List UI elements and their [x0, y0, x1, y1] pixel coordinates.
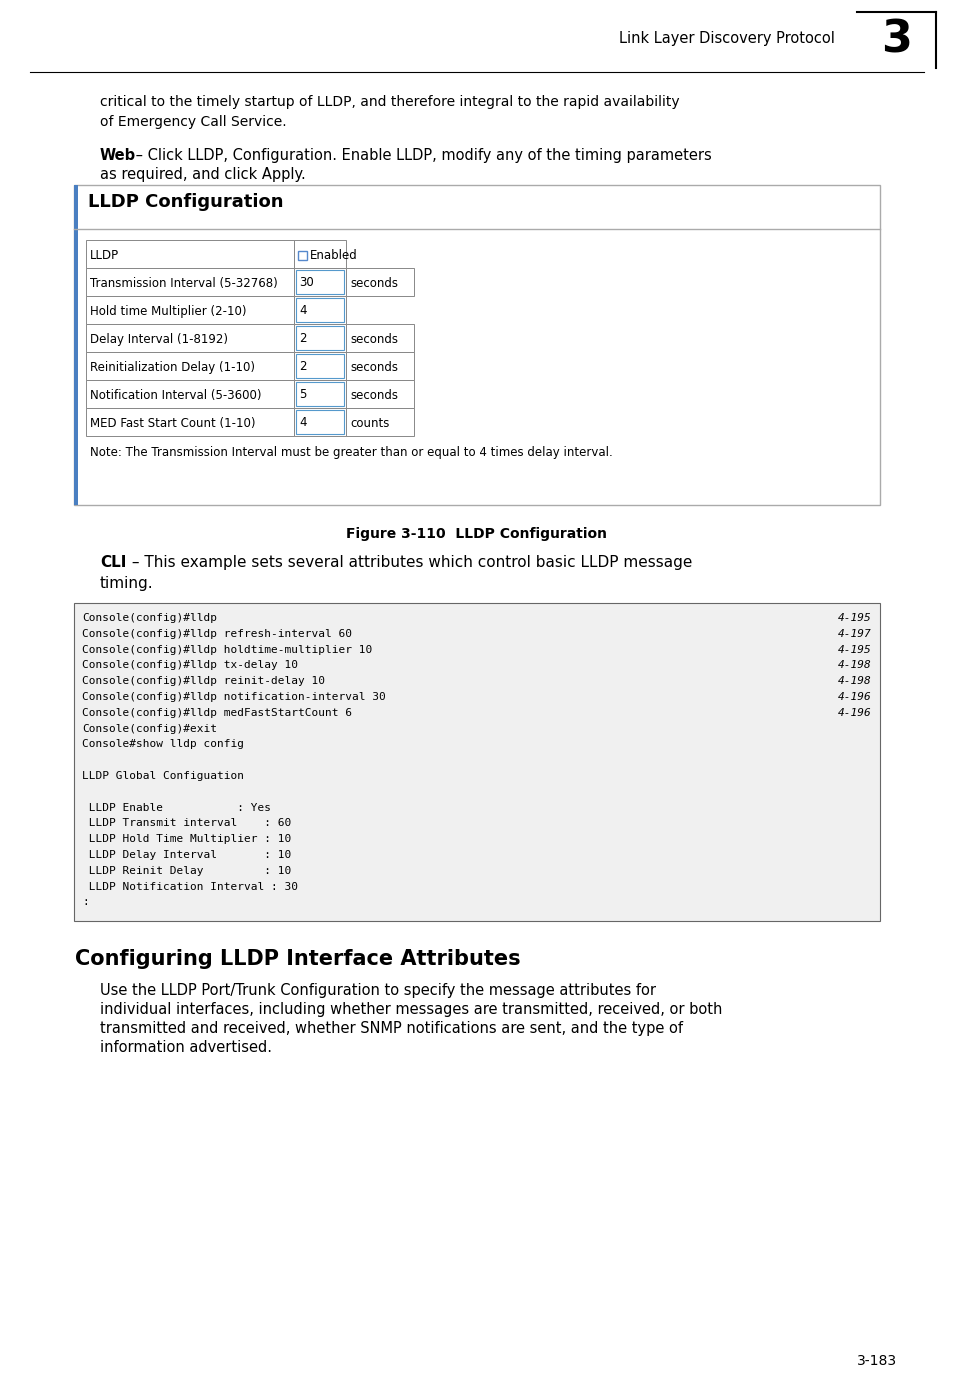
Bar	[86, 408, 294, 436]
Text: LLDP Enable           : Yes: LLDP Enable : Yes	[82, 802, 271, 812]
Bar	[295, 409, 344, 434]
Text: seconds: seconds	[350, 276, 397, 290]
Bar	[346, 353, 414, 380]
Bar	[294, 408, 346, 436]
Text: Notification Interval (5-3600): Notification Interval (5-3600)	[90, 389, 261, 401]
Text: 4-195: 4-195	[838, 644, 871, 655]
Text: individual interfaces, including whether messages are transmitted, received, or : individual interfaces, including whether…	[100, 1002, 721, 1017]
Text: 4-198: 4-198	[838, 661, 871, 670]
Text: Console(config)#lldp reinit-delay 10: Console(config)#lldp reinit-delay 10	[82, 676, 325, 686]
Text: LLDP Reinit Delay         : 10: LLDP Reinit Delay : 10	[82, 866, 291, 876]
Text: CLI: CLI	[100, 555, 126, 570]
Text: LLDP Notification Interval : 30: LLDP Notification Interval : 30	[82, 881, 297, 891]
Text: Configuring LLDP Interface Attributes: Configuring LLDP Interface Attributes	[75, 949, 520, 969]
Text: transmitted and received, whether SNMP notifications are sent, and the type of: transmitted and received, whether SNMP n…	[100, 1022, 682, 1037]
Text: Delay Interval (1-8192): Delay Interval (1-8192)	[90, 333, 228, 346]
Text: Transmission Interval (5-32768): Transmission Interval (5-32768)	[90, 276, 277, 290]
Bar	[295, 298, 344, 322]
Bar	[346, 380, 414, 408]
Bar	[294, 240, 346, 268]
Text: seconds: seconds	[350, 333, 397, 346]
Text: 3-183: 3-183	[856, 1355, 896, 1369]
Text: timing.: timing.	[100, 576, 153, 591]
Text: LLDP Transmit interval    : 60: LLDP Transmit interval : 60	[82, 819, 291, 829]
Text: 4-196: 4-196	[838, 693, 871, 702]
Bar	[294, 353, 346, 380]
Text: LLDP Configuration: LLDP Configuration	[88, 193, 283, 211]
Bar	[86, 323, 294, 353]
Text: – This example sets several attributes which control basic LLDP message: – This example sets several attributes w…	[127, 555, 692, 570]
Bar	[295, 382, 344, 407]
Bar	[86, 240, 294, 268]
Text: 4: 4	[298, 304, 306, 316]
Text: counts: counts	[350, 416, 389, 429]
Bar	[346, 323, 414, 353]
Bar	[294, 268, 346, 296]
Text: 2: 2	[298, 332, 306, 344]
Text: 4-195: 4-195	[838, 613, 871, 623]
Bar	[294, 296, 346, 323]
Text: Figure 3-110  LLDP Configuration: Figure 3-110 LLDP Configuration	[346, 527, 607, 541]
Text: information advertised.: information advertised.	[100, 1040, 272, 1055]
Text: Console(config)#lldp tx-delay 10: Console(config)#lldp tx-delay 10	[82, 661, 297, 670]
Text: critical to the timely startup of LLDP, and therefore integral to the rapid avai: critical to the timely startup of LLDP, …	[100, 94, 679, 110]
Text: LLDP Hold Time Multiplier : 10: LLDP Hold Time Multiplier : 10	[82, 834, 291, 844]
Text: 2: 2	[298, 359, 306, 372]
Bar	[295, 271, 344, 294]
Text: Link Layer Discovery Protocol: Link Layer Discovery Protocol	[618, 31, 834, 46]
Text: Console#show lldp config: Console#show lldp config	[82, 740, 244, 750]
Bar	[295, 326, 344, 350]
Text: seconds: seconds	[350, 361, 397, 373]
Text: 4-198: 4-198	[838, 676, 871, 686]
Text: Hold time Multiplier (2-10): Hold time Multiplier (2-10)	[90, 304, 246, 318]
Text: Console(config)#lldp notification-interval 30: Console(config)#lldp notification-interv…	[82, 693, 385, 702]
Bar	[297, 250, 307, 260]
Text: LLDP Global Configuation: LLDP Global Configuation	[82, 770, 244, 781]
Bar	[346, 408, 414, 436]
Bar	[74, 185, 879, 505]
Text: – Click LLDP, Configuration. Enable LLDP, modify any of the timing parameters: – Click LLDP, Configuration. Enable LLDP…	[131, 149, 711, 162]
Bar	[86, 353, 294, 380]
Text: LLDP: LLDP	[90, 248, 119, 261]
Text: 3: 3	[881, 18, 911, 61]
Text: :: :	[82, 898, 89, 908]
Text: 5: 5	[298, 387, 306, 401]
Text: as required, and click Apply.: as required, and click Apply.	[100, 167, 305, 182]
Text: Console(config)#lldp: Console(config)#lldp	[82, 613, 216, 623]
Text: Enabled: Enabled	[310, 248, 357, 261]
Bar	[74, 185, 78, 505]
Text: Console(config)#lldp refresh-interval 60: Console(config)#lldp refresh-interval 60	[82, 629, 352, 638]
Bar	[295, 354, 344, 378]
Text: Note: The Transmission Interval must be greater than or equal to 4 times delay i: Note: The Transmission Interval must be …	[90, 446, 612, 459]
Bar	[86, 296, 294, 323]
Text: MED Fast Start Count (1-10): MED Fast Start Count (1-10)	[90, 416, 255, 429]
Bar	[346, 268, 414, 296]
Text: 30: 30	[298, 275, 314, 289]
Text: seconds: seconds	[350, 389, 397, 401]
Text: Console(config)#lldp medFastStartCount 6: Console(config)#lldp medFastStartCount 6	[82, 708, 352, 718]
Text: 4-197: 4-197	[838, 629, 871, 638]
Text: 4-196: 4-196	[838, 708, 871, 718]
Bar	[294, 380, 346, 408]
Text: LLDP Delay Interval       : 10: LLDP Delay Interval : 10	[82, 849, 291, 861]
Text: Reinitialization Delay (1-10): Reinitialization Delay (1-10)	[90, 361, 254, 373]
Bar	[86, 268, 294, 296]
Text: Use the LLDP Port/Trunk Configuration to specify the message attributes for: Use the LLDP Port/Trunk Configuration to…	[100, 983, 656, 998]
Text: Console(config)#lldp holdtime-multiplier 10: Console(config)#lldp holdtime-multiplier…	[82, 644, 372, 655]
Text: Console(config)#exit: Console(config)#exit	[82, 723, 216, 734]
Bar	[86, 380, 294, 408]
Bar	[74, 602, 879, 922]
Bar	[294, 323, 346, 353]
Text: of Emergency Call Service.: of Emergency Call Service.	[100, 115, 286, 129]
Text: Web: Web	[100, 149, 136, 162]
Text: 4: 4	[298, 415, 306, 429]
